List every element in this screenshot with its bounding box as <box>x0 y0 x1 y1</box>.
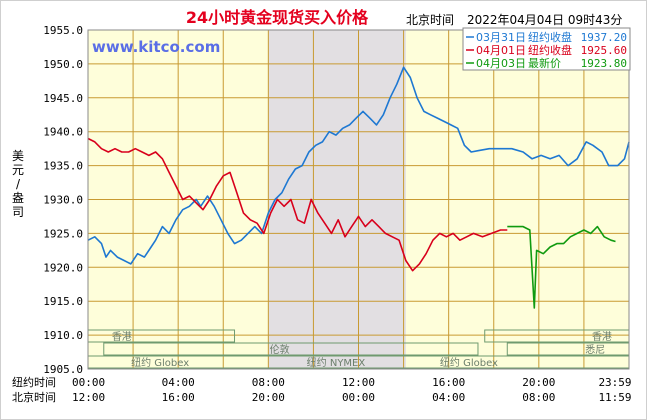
x-tick-label: 08:00 <box>252 376 285 389</box>
legend-value: 1923.80 <box>581 57 627 70</box>
chart-title: 24小时黄金现货买入价格 <box>186 8 369 27</box>
x-tick-label: 00:00 <box>342 391 375 404</box>
x-tick-label: 11:59 <box>598 391 631 404</box>
y-tick-label: 1910.0 <box>43 329 83 342</box>
series-line-1 <box>87 137 508 272</box>
market-label-london: 伦敦 <box>270 343 290 356</box>
y-tick-label: 1905.0 <box>43 363 83 376</box>
market-label-hongkong: 香港 <box>592 331 612 343</box>
y-tick-label: 1940.0 <box>43 126 83 139</box>
y-label-char: 司 <box>12 205 24 219</box>
y-tick-label: 1945.0 <box>43 92 83 105</box>
x-tick-label: 16:00 <box>162 391 195 404</box>
x-tick-label: 16:00 <box>432 376 465 389</box>
legend-desc: 纽约收盘 <box>528 30 572 44</box>
market-label-globex: 纽约 Globex <box>440 356 498 369</box>
price-series <box>87 66 630 309</box>
x-tick-label: 20:00 <box>522 376 555 389</box>
x-tick-label: 04:00 <box>432 391 465 404</box>
y-tick-label: 1935.0 <box>43 160 83 173</box>
y-tick-label: 1930.0 <box>43 194 83 207</box>
x-tick-label: 23:59 <box>598 376 631 389</box>
y-label-char: 元 <box>12 163 24 177</box>
legend-value: 1937.20 <box>581 31 627 44</box>
y-tick-label: 1925.0 <box>43 227 83 240</box>
y-label-char: 美 <box>12 149 24 163</box>
market-label-hongkong: 香港 <box>112 331 132 343</box>
x-tick-label: 08:00 <box>522 391 555 404</box>
series-line-0 <box>87 66 630 265</box>
x-tick-label: 12:00 <box>72 391 105 404</box>
plot-border <box>87 29 630 370</box>
market-label-globex: 纽约 Globex <box>131 356 189 369</box>
market-label-sydney: 悉尼 <box>585 344 605 356</box>
y-label-char: 盎 <box>12 191 24 205</box>
legend: 03月31日 纽约收盘 1937.20 04月01日 纽约收盘 1925.60 04月03日… <box>462 27 631 71</box>
x-tick-label: 00:00 <box>72 376 105 389</box>
market-band-london <box>103 342 479 356</box>
legend-box <box>462 27 631 71</box>
legend-desc: 纽约收盘 <box>528 43 572 57</box>
legend-date: 03月31日 <box>476 31 526 44</box>
y-tick-label: 1920.0 <box>43 261 83 274</box>
watermark: www.kitco.com <box>92 38 220 56</box>
x-axis: 纽约时间 00:00 04:00 08:00 12:00 16:00 20:00 23:59 北… <box>12 375 632 404</box>
x-tick-label: 20:00 <box>252 391 285 404</box>
x-tick-label: 12:00 <box>342 376 375 389</box>
timestamp: 2022年04月04日 09时43分 <box>467 13 622 27</box>
y-tick-label: 1915.0 <box>43 295 83 308</box>
legend-date: 04月01日 <box>476 44 526 57</box>
x-row-label: 北京时间 <box>12 390 56 404</box>
x-row-label: 纽约时间 <box>12 375 56 389</box>
y-axis: 1955.0 1950.0 1945.0 1940.0 1935.0 1930.0 1925… <box>43 24 83 376</box>
legend-value: 1925.60 <box>581 44 627 57</box>
series-line-2 <box>507 225 616 309</box>
clock-label: 北京时间 <box>406 13 454 27</box>
legend-date: 04月03日 <box>476 57 526 70</box>
y-axis-label: 美元/盎司 <box>12 149 24 219</box>
x-tick-label: 04:00 <box>162 376 195 389</box>
y-label-char: / <box>16 177 21 191</box>
legend-desc: 最新价 <box>528 56 561 70</box>
y-tick-label: 1955.0 <box>43 24 83 37</box>
market-label-nymex: 纽约 NYMEX <box>307 356 366 369</box>
y-tick-label: 1950.0 <box>43 58 83 71</box>
